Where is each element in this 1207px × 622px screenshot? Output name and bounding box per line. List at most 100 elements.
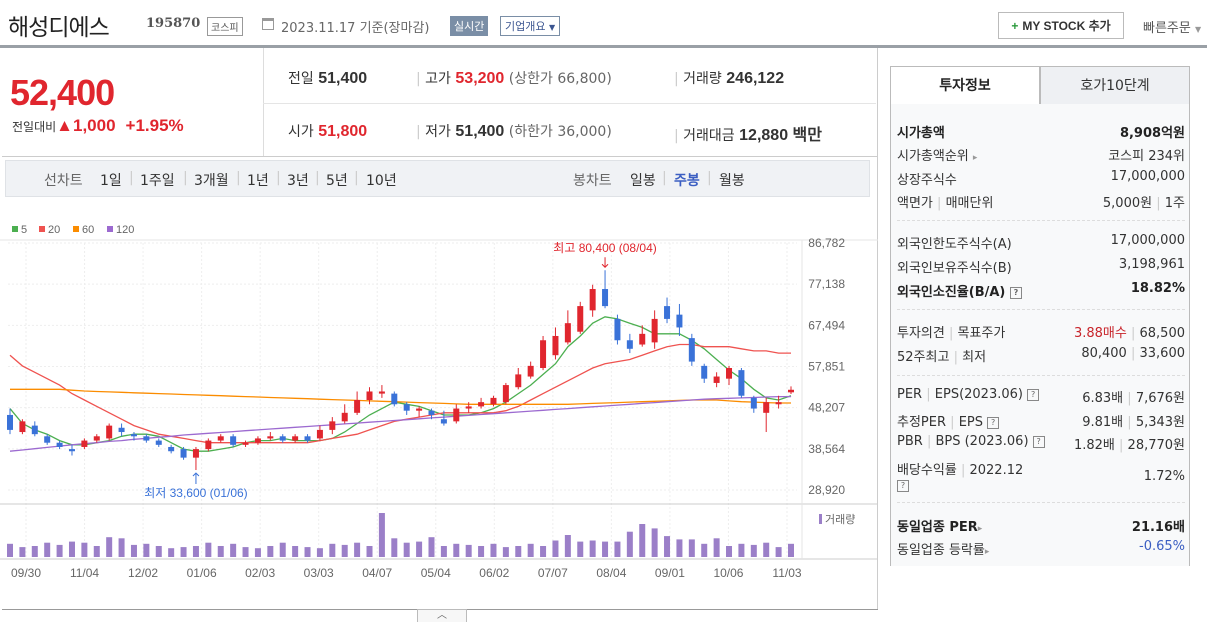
volume-bar <box>254 548 261 557</box>
candle-body <box>205 440 212 450</box>
chevron-right-icon: ▸ <box>984 547 990 557</box>
volume-label: 거래량 <box>825 513 855 526</box>
divider <box>897 220 1185 221</box>
change-line: 전일대비▲1,000 +1.95% <box>12 116 184 136</box>
tab-weekly[interactable]: 주봉 <box>674 173 700 189</box>
tab-1d[interactable]: 1일 <box>100 173 122 189</box>
volume-bar <box>93 546 100 557</box>
tab-orderbook-10[interactable]: 호가10단계 <box>1040 66 1190 105</box>
low-value: 51,400 <box>455 123 505 140</box>
52week-key: 52주최고 | 최저 <box>897 350 987 365</box>
tab-sep: | <box>183 170 188 186</box>
volume-bar <box>19 547 26 557</box>
tab-3m[interactable]: 3개월 <box>194 173 229 189</box>
chevron-right-icon: ▸ <box>972 153 978 163</box>
volume-bar <box>192 546 199 557</box>
candle-body <box>701 365 708 379</box>
shares-label: 상장주식수 <box>897 173 957 188</box>
realtime-button[interactable]: 실시간 <box>450 16 489 36</box>
low-annotation: 최저 33,600 (01/06) <box>144 486 247 500</box>
candle-body <box>7 414 13 430</box>
change-amount: ▲1,000 <box>56 116 116 135</box>
row-per: PER | EPS(2023.06) ? 6.83배 | 7,676원 <box>897 387 1185 407</box>
prev-close-label: 전일 <box>288 71 314 87</box>
par-key: 액면가 | 매매단위 <box>897 196 994 211</box>
tab-3y[interactable]: 3년 <box>287 173 309 189</box>
52week-high-value: 80,400 <box>1081 346 1127 361</box>
foreign-limit-value: 17,000,000 <box>1110 233 1185 248</box>
quote-panel <box>2 48 878 610</box>
row-foreign-ratio: 외국인소진율(B/A) ? 18.82% <box>897 281 1185 301</box>
rank-key: 시가총액순위 ▸ <box>897 145 977 164</box>
candle-body <box>515 374 522 388</box>
volume-bar <box>688 539 695 557</box>
legend-label: 20 <box>48 224 60 236</box>
volume-bar <box>453 543 460 557</box>
pbr-value: 1.82배 <box>1073 438 1115 453</box>
help-icon[interactable]: ? <box>1027 388 1040 401</box>
52week-values: 80,400 | 33,600 <box>1081 346 1185 361</box>
help-icon[interactable]: ? <box>1009 286 1022 299</box>
sector-rate-label: 동일업종 등락률 <box>897 543 985 558</box>
volume-bar <box>341 544 348 557</box>
row-sector-per[interactable]: 동일업종 PER▸ 21.16배 <box>897 516 1185 536</box>
opinion-value: 3.88매수 <box>1073 326 1127 341</box>
volume-bar <box>763 542 770 557</box>
legend-swatch <box>73 226 79 232</box>
expand-chart-button[interactable]: ︿ <box>417 609 467 622</box>
volume-bar <box>354 542 361 557</box>
candle-body <box>639 333 646 345</box>
prev-close-value: 51,400 <box>318 70 368 87</box>
candle-body <box>788 389 794 393</box>
candle-body <box>254 438 261 443</box>
help-icon[interactable]: ? <box>987 416 1000 429</box>
volume-bar <box>428 537 435 557</box>
volume-value: 246,122 <box>726 70 785 87</box>
price-chart[interactable]: 86,782 77,138 67,494 57,851 48,207 38,564 28,9… <box>0 210 878 582</box>
row-market-cap-rank[interactable]: 시가총액순위 ▸ 코스피 234위 <box>897 145 1185 165</box>
tab-10y[interactable]: 10년 <box>366 173 397 189</box>
my-stock-label: MY STOCK 추가 <box>1022 19 1111 33</box>
volume-bar <box>651 528 658 557</box>
legend-swatch <box>819 514 822 524</box>
volume-bar <box>552 540 559 557</box>
amount-label: 거래대금 <box>683 128 735 144</box>
candle-body <box>676 314 683 328</box>
est-eps-label: EPS <box>958 415 983 430</box>
tab-daily[interactable]: 일봉 <box>630 173 656 189</box>
tab-1w[interactable]: 1주일 <box>140 173 175 189</box>
tab-investment-info[interactable]: 투자정보 <box>890 66 1040 105</box>
my-stock-add-button[interactable]: + MY STOCK 추가 <box>998 12 1124 39</box>
x-tick-label: 03/03 <box>304 566 334 580</box>
chevron-down-icon: ▼ <box>1194 25 1202 34</box>
y-tick-label: 86,782 <box>808 236 845 250</box>
candle-body <box>242 442 249 445</box>
candle-body <box>168 446 175 452</box>
volume-bar <box>589 540 596 557</box>
chevron-up-icon: ︿ <box>437 610 447 621</box>
x-tick-label: 05/04 <box>421 566 451 580</box>
volume-bar <box>217 546 224 557</box>
candle-body <box>316 429 323 439</box>
help-icon[interactable]: ? <box>1032 435 1045 448</box>
upper-limit: (상한가 66,800) <box>508 71 612 87</box>
legend-swatch <box>39 226 45 232</box>
tab-monthly[interactable]: 월봉 <box>719 173 745 189</box>
tab-1y[interactable]: 1년 <box>247 173 269 189</box>
company-overview-dropdown[interactable]: 기업개요 ▼ <box>500 16 561 36</box>
low-price: | 저가 51,400 (하한가 36,000) <box>416 123 612 140</box>
volume-bar <box>267 546 274 557</box>
rank-label: 시가총액순위 <box>897 149 969 164</box>
tab-5y[interactable]: 5년 <box>326 173 348 189</box>
plus-icon: + <box>1011 18 1019 33</box>
info-tabs: 투자정보 호가10단계 <box>890 66 1190 105</box>
quick-order-dropdown[interactable]: 빠른주문 ▼ <box>1143 17 1201 36</box>
quick-order-label: 빠른주문 <box>1143 21 1191 36</box>
stock-code: 195870 <box>146 16 201 31</box>
candle-body <box>130 434 137 437</box>
x-tick-label: 07/07 <box>538 566 568 580</box>
row-sector-rate[interactable]: 동일업종 등락률▸ -0.65% <box>897 539 1185 559</box>
help-icon[interactable]: ? <box>897 479 909 492</box>
volume-bar <box>738 543 745 557</box>
volume-bar <box>292 546 299 557</box>
